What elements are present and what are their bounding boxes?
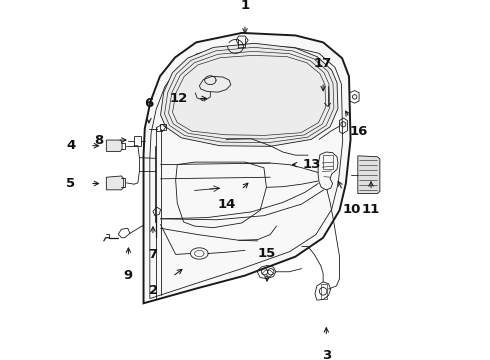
Bar	[323, 155, 333, 169]
Polygon shape	[106, 176, 123, 190]
Text: 2: 2	[149, 284, 158, 297]
Polygon shape	[161, 43, 338, 147]
Text: 9: 9	[124, 269, 133, 282]
Text: 14: 14	[218, 198, 236, 211]
Text: 17: 17	[314, 57, 332, 69]
Text: 12: 12	[170, 92, 188, 105]
Text: 11: 11	[362, 203, 380, 216]
Text: 4: 4	[67, 139, 75, 152]
Polygon shape	[358, 156, 380, 194]
Bar	[134, 136, 141, 146]
Text: 8: 8	[94, 134, 103, 147]
Text: 1: 1	[241, 0, 249, 12]
Text: 3: 3	[321, 349, 331, 360]
Polygon shape	[144, 33, 350, 303]
Text: 15: 15	[258, 247, 276, 260]
Polygon shape	[106, 140, 122, 152]
Text: 7: 7	[148, 248, 158, 261]
Text: 5: 5	[67, 177, 75, 190]
Text: 6: 6	[144, 97, 153, 110]
Text: 16: 16	[350, 125, 368, 138]
Text: 10: 10	[343, 203, 361, 216]
Text: 13: 13	[303, 158, 321, 171]
Bar	[160, 123, 166, 130]
